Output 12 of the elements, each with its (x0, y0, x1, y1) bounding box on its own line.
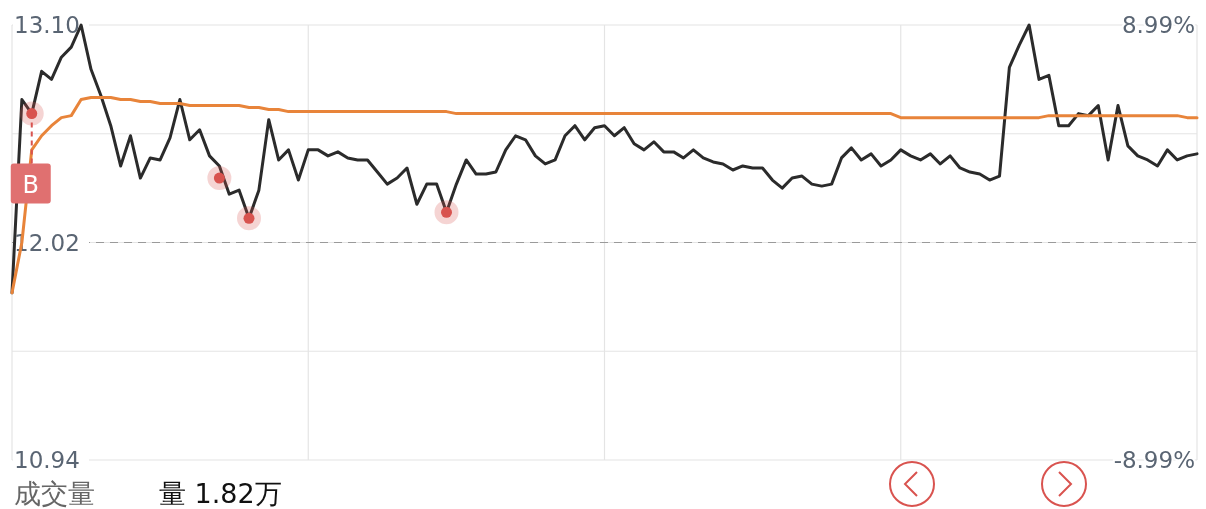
point (434, 200, 459, 225)
point (19, 101, 44, 126)
point (237, 206, 261, 231)
text: 成交量 (14, 478, 95, 509)
y2-tick-label: 8.99% (1121, 12, 1195, 38)
text: 量 1.82万 (159, 478, 282, 509)
y-tick-label: 13.10 (14, 12, 80, 38)
line-series (10, 96, 1199, 295)
annotation: B (22, 170, 39, 199)
y2-tick-label: -8.99% (1113, 447, 1195, 473)
point (207, 166, 232, 191)
y-tick-label: 10.94 (14, 447, 80, 473)
